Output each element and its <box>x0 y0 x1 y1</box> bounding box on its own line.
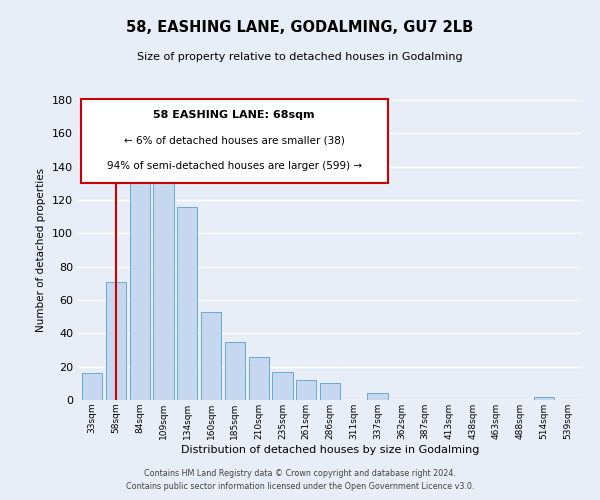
Text: 58 EASHING LANE: 68sqm: 58 EASHING LANE: 68sqm <box>154 110 315 120</box>
Bar <box>225 342 245 400</box>
FancyBboxPatch shape <box>80 98 388 182</box>
Text: Contains public sector information licensed under the Open Government Licence v3: Contains public sector information licen… <box>126 482 474 491</box>
X-axis label: Distribution of detached houses by size in Godalming: Distribution of detached houses by size … <box>181 444 479 454</box>
Bar <box>177 206 197 400</box>
Bar <box>154 155 173 400</box>
Bar <box>272 372 293 400</box>
Bar <box>106 282 126 400</box>
Bar <box>367 394 388 400</box>
Bar <box>320 384 340 400</box>
Text: 94% of semi-detached houses are larger (599) →: 94% of semi-detached houses are larger (… <box>107 162 362 172</box>
Bar <box>201 312 221 400</box>
Text: ← 6% of detached houses are smaller (38): ← 6% of detached houses are smaller (38) <box>124 136 344 145</box>
Y-axis label: Number of detached properties: Number of detached properties <box>37 168 46 332</box>
Text: Contains HM Land Registry data © Crown copyright and database right 2024.: Contains HM Land Registry data © Crown c… <box>144 468 456 477</box>
Bar <box>296 380 316 400</box>
Bar <box>248 356 269 400</box>
Bar <box>534 396 554 400</box>
Bar <box>130 180 150 400</box>
Text: 58, EASHING LANE, GODALMING, GU7 2LB: 58, EASHING LANE, GODALMING, GU7 2LB <box>127 20 473 35</box>
Text: Size of property relative to detached houses in Godalming: Size of property relative to detached ho… <box>137 52 463 62</box>
Bar <box>82 374 103 400</box>
